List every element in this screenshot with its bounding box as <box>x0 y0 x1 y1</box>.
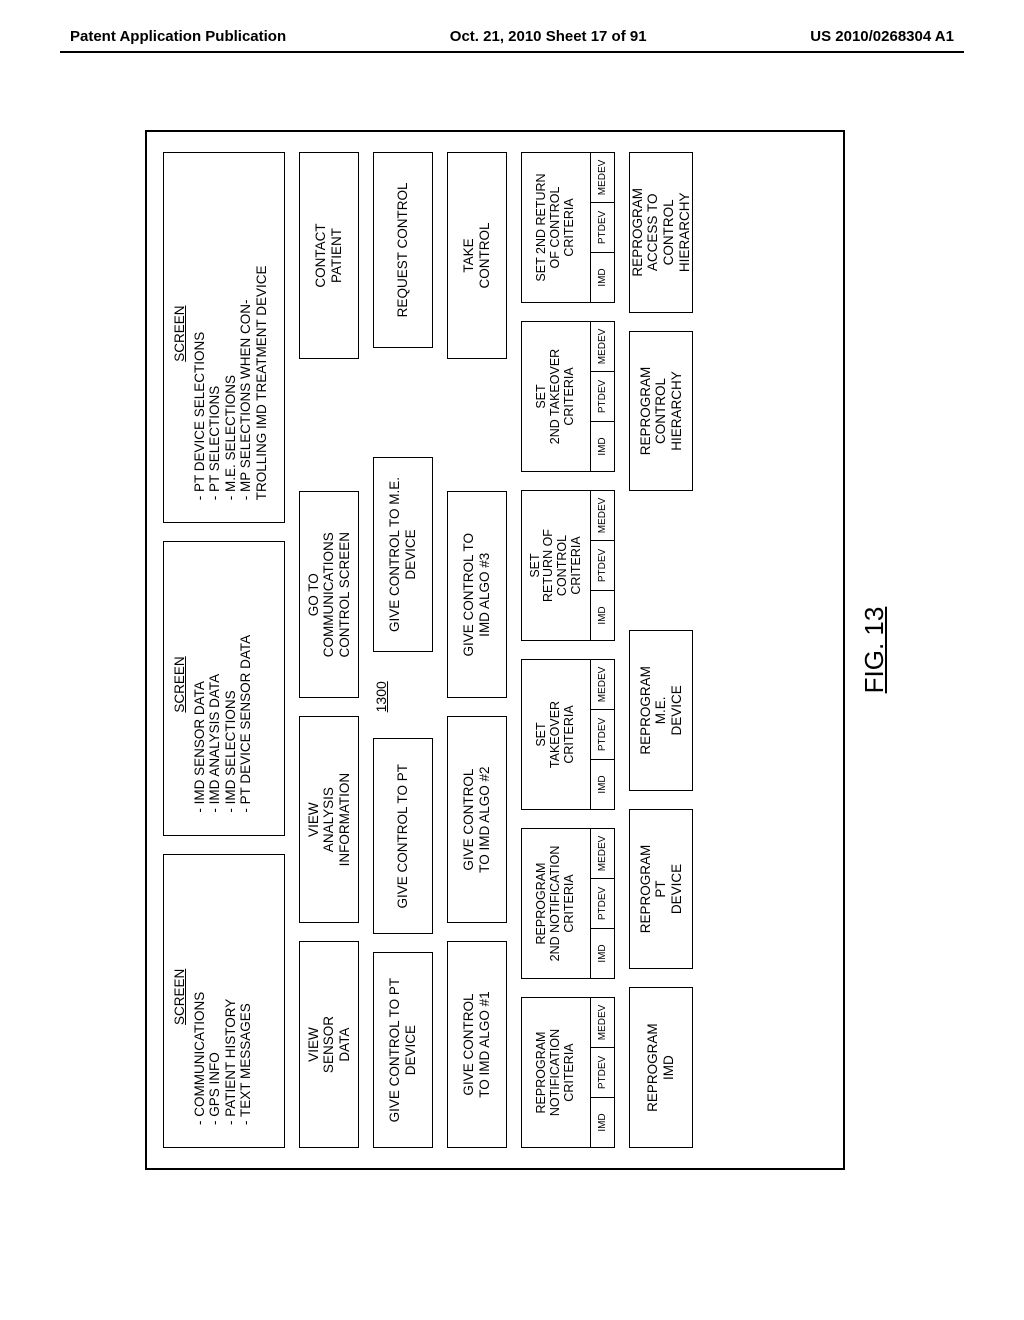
screen-2: SCREEN IMD SENSOR DATA IMD ANALYSIS DATA… <box>163 541 285 835</box>
give-control-algo1: GIVE CONTROL TO IMD ALGO #1 <box>447 941 507 1148</box>
mini-ptdev: PTDEV <box>591 540 614 590</box>
split-top: SET TAKEOVER CRITERIA <box>522 660 590 809</box>
reprogram-2nd-notif: REPROGRAM 2ND NOTIFICATION CRITERIA IMD … <box>521 828 615 979</box>
request-control: REQUEST CONTROL <box>373 152 433 348</box>
mini-medev: MEDEV <box>591 491 614 540</box>
screen-1-item: COMMUNICATIONS <box>192 992 208 1125</box>
reprogram-notif-criteria: REPROGRAM NOTIFICATION CRITERIA IMD PTDE… <box>521 997 615 1148</box>
screen-2-title: SCREEN <box>172 656 188 712</box>
screen-2-item: PT DEVICE SENSOR DATA <box>238 635 254 813</box>
mini-ptdev: PTDEV <box>591 202 614 252</box>
header-right: US 2010/0268304 A1 <box>810 28 954 45</box>
figure-label: FIG. 13 <box>859 130 890 1170</box>
mini-row: IMD PTDEV MEDEV <box>590 322 614 471</box>
give-control-to-pt: GIVE CONTROL TO PT <box>373 738 433 934</box>
row-5: REPROGRAM NOTIFICATION CRITERIA IMD PTDE… <box>521 152 615 1148</box>
take-control: TAKE CONTROL <box>447 152 507 359</box>
split-top: SET RETURN OF CONTROL CRITERIA <box>522 491 590 640</box>
row-4: GIVE CONTROL TO IMD ALGO #1 GIVE CONTROL… <box>447 152 507 1148</box>
mini-row: IMD PTDEV MEDEV <box>590 153 614 302</box>
goto-comm-screen: GO TO COMMUNICATIONS CONTROL SCREEN <box>299 491 359 698</box>
mini-row: IMD PTDEV MEDEV <box>590 660 614 809</box>
view-sensor-data: VIEW SENSOR DATA <box>299 941 359 1148</box>
mini-ptdev: PTDEV <box>591 878 614 928</box>
contact-patient: CONTACT PATIENT <box>299 152 359 359</box>
reference-number: 1300 <box>373 670 433 720</box>
screen-3: SCREEN PT DEVICE SELECTIONS PT SELECTION… <box>163 152 285 523</box>
rotated-figure: SCREEN COMMUNICATIONS GPS INFO PATIENT H… <box>145 130 885 1170</box>
screen-1: SCREEN COMMUNICATIONS GPS INFO PATIENT H… <box>163 854 285 1148</box>
screen-3-item: MP SELECTIONS WHEN CON- TROLLING IMD TRE… <box>238 266 269 501</box>
split-top: SET 2ND RETURN OF CONTROL CRITERIA <box>522 153 590 302</box>
screen-1-item: PATIENT HISTORY <box>223 992 239 1125</box>
mini-row: IMD PTDEV MEDEV <box>590 491 614 640</box>
mini-imd: IMD <box>591 1097 614 1147</box>
split-top: REPROGRAM NOTIFICATION CRITERIA <box>522 998 590 1147</box>
give-control-algo3: GIVE CONTROL TO IMD ALGO #3 <box>447 491 507 698</box>
reprogram-imd: REPROGRAM IMD <box>629 987 693 1148</box>
mini-imd: IMD <box>591 421 614 471</box>
mini-ptdev: PTDEV <box>591 371 614 421</box>
mini-medev: MEDEV <box>591 153 614 202</box>
screen-3-item: PT DEVICE SELECTIONS <box>192 266 208 501</box>
mini-row: IMD PTDEV MEDEV <box>590 829 614 978</box>
reprogram-access-hierarchy: REPROGRAM ACCESS TO CONTROL HIERARCHY <box>629 152 693 313</box>
screen-1-title: SCREEN <box>172 969 188 1025</box>
mini-medev: MEDEV <box>591 322 614 371</box>
header-rule <box>60 51 964 53</box>
mini-ptdev: PTDEV <box>591 709 614 759</box>
view-analysis-info: VIEW ANALYSIS INFORMATION <box>299 716 359 923</box>
set-2nd-return: SET 2ND RETURN OF CONTROL CRITERIA IMD P… <box>521 152 615 303</box>
mini-imd: IMD <box>591 928 614 978</box>
set-return-control: SET RETURN OF CONTROL CRITERIA IMD PTDEV… <box>521 490 615 641</box>
figure-container: SCREEN COMMUNICATIONS GPS INFO PATIENT H… <box>80 110 950 1190</box>
header-center: Oct. 21, 2010 Sheet 17 of 91 <box>450 28 647 45</box>
split-top: REPROGRAM 2ND NOTIFICATION CRITERIA <box>522 829 590 978</box>
screen-3-item: M.E. SELECTIONS <box>223 266 239 501</box>
give-control-pt-device: GIVE CONTROL TO PT DEVICE <box>373 952 433 1148</box>
row-6: REPROGRAM IMD REPROGRAM PT DEVICE REPROG… <box>629 152 693 1148</box>
mini-medev: MEDEV <box>591 829 614 878</box>
screen-2-item: IMD ANALYSIS DATA <box>207 635 223 813</box>
row-3: GIVE CONTROL TO PT DEVICE GIVE CONTROL T… <box>373 152 433 1148</box>
screen-1-item: TEXT MESSAGES <box>238 992 254 1125</box>
mini-imd: IMD <box>591 590 614 640</box>
set-takeover-criteria: SET TAKEOVER CRITERIA IMD PTDEV MEDEV <box>521 659 615 810</box>
give-control-algo2: GIVE CONTROL TO IMD ALGO #2 <box>447 716 507 923</box>
screen-3-item: PT SELECTIONS <box>207 266 223 501</box>
screen-2-item: IMD SELECTIONS <box>223 635 239 813</box>
set-2nd-takeover: SET 2ND TAKEOVER CRITERIA IMD PTDEV MEDE… <box>521 321 615 472</box>
screen-1-item: GPS INFO <box>207 992 223 1125</box>
header-left: Patent Application Publication <box>70 28 286 45</box>
reprogram-me-device: REPROGRAM M.E. DEVICE <box>629 630 693 791</box>
mini-ptdev: PTDEV <box>591 1047 614 1097</box>
mini-medev: MEDEV <box>591 660 614 709</box>
diagram-frame: SCREEN COMMUNICATIONS GPS INFO PATIENT H… <box>145 130 845 1170</box>
give-control-me-device: GIVE CONTROL TO M.E. DEVICE <box>373 457 433 653</box>
page-header: Patent Application Publication Oct. 21, … <box>0 0 1024 51</box>
row-screens: SCREEN COMMUNICATIONS GPS INFO PATIENT H… <box>163 152 285 1148</box>
mini-imd: IMD <box>591 252 614 302</box>
mini-medev: MEDEV <box>591 998 614 1047</box>
mini-imd: IMD <box>591 759 614 809</box>
row-2: VIEW SENSOR DATA VIEW ANALYSIS INFORMATI… <box>299 152 359 1148</box>
reprogram-pt-device: REPROGRAM PT DEVICE <box>629 809 693 970</box>
reprogram-control-hierarchy: REPROGRAM CONTROL HIERARCHY <box>629 331 693 492</box>
screen-2-item: IMD SENSOR DATA <box>192 635 208 813</box>
mini-row: IMD PTDEV MEDEV <box>590 998 614 1147</box>
split-top: SET 2ND TAKEOVER CRITERIA <box>522 322 590 471</box>
screen-3-title: SCREEN <box>172 306 188 362</box>
